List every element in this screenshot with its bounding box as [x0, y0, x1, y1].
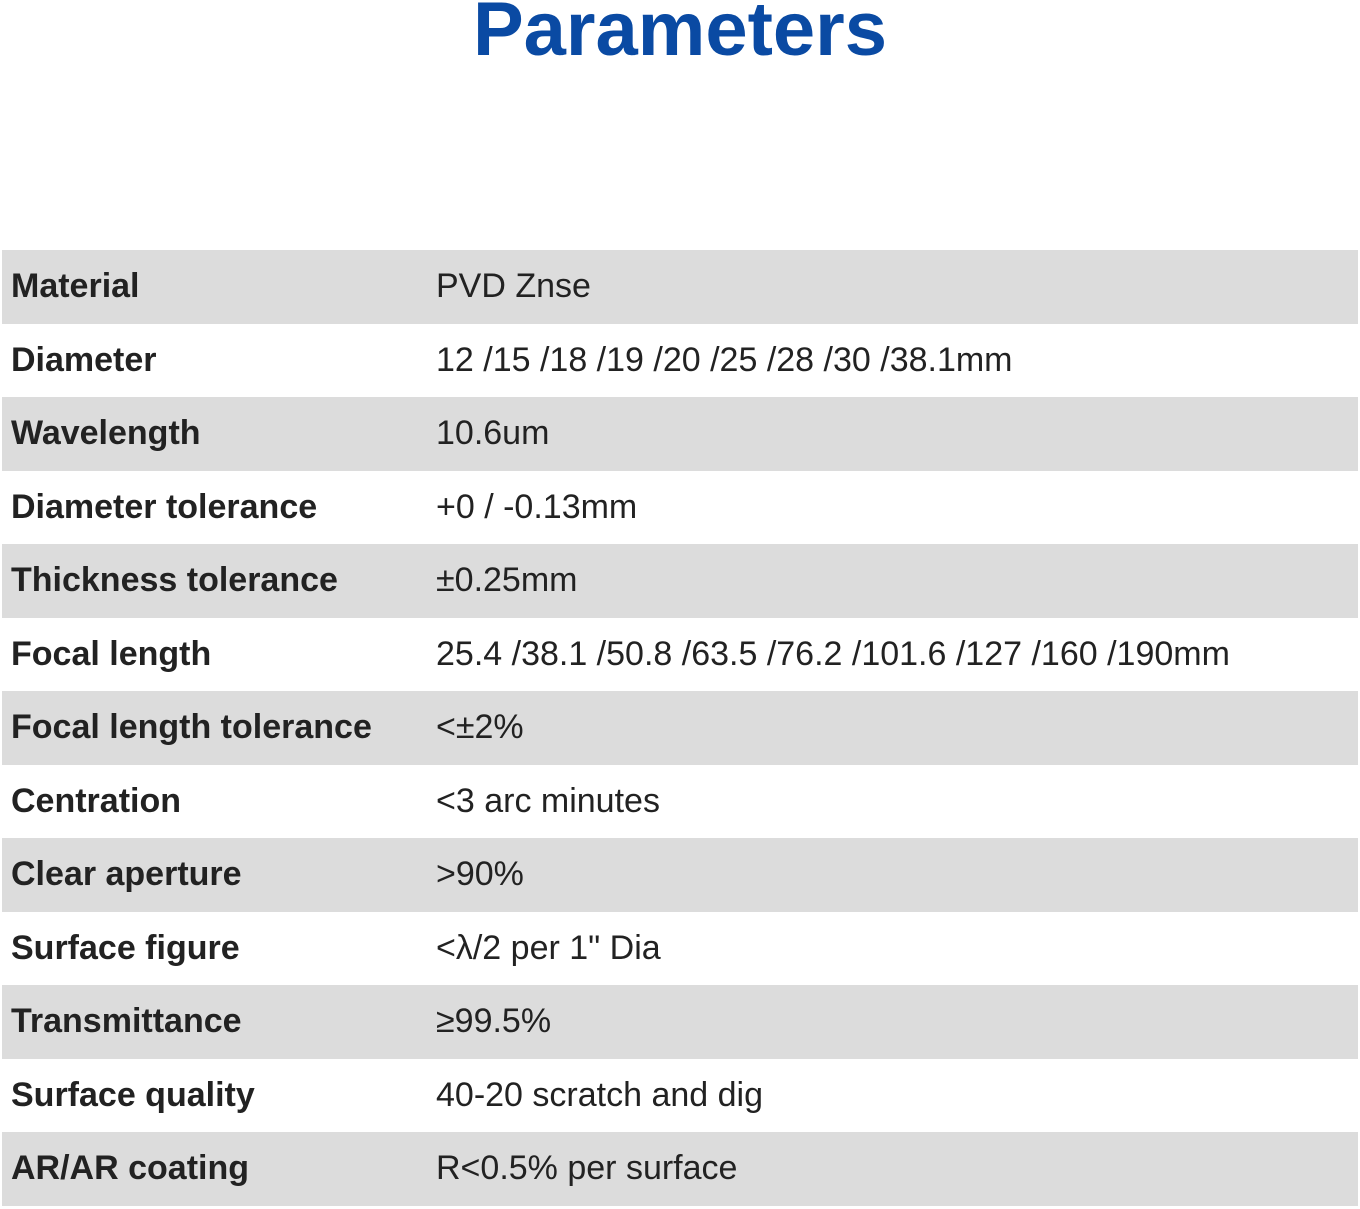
table-row: Thickness tolerance ±0.25mm — [2, 544, 1358, 618]
param-name: Diameter — [11, 340, 157, 379]
table-row: Focal length tolerance <±2% — [2, 691, 1358, 765]
param-name: Wavelength — [11, 414, 201, 453]
param-value: ≥99.5% — [436, 1002, 552, 1041]
param-value: ±0.25mm — [436, 561, 578, 600]
param-value: <λ/2 per 1" Dia — [436, 928, 661, 967]
param-value: 40-20 scratch and dig — [436, 1075, 763, 1114]
param-value: +0 / -0.13mm — [436, 487, 638, 526]
table-row: Diameter tolerance +0 / -0.13mm — [2, 471, 1358, 545]
param-value: >90% — [436, 855, 524, 894]
param-value: 12 /15 /18 /19 /20 /25 /28 /30 /38.1mm — [436, 340, 1013, 379]
table-row: Clear aperture >90% — [2, 838, 1358, 912]
param-value: <3 arc minutes — [436, 781, 660, 820]
table-row: Transmittance ≥99.5% — [2, 985, 1358, 1059]
param-name: Centration — [11, 781, 181, 820]
param-name: Focal length — [11, 634, 212, 673]
param-value: PVD Znse — [436, 267, 591, 306]
table-row: Centration <3 arc minutes — [2, 765, 1358, 839]
param-name: Clear aperture — [11, 855, 242, 894]
table-row: Diameter 12 /15 /18 /19 /20 /25 /28 /30 /… — [2, 324, 1358, 398]
table-row: Surface quality 40-20 scratch and dig — [2, 1059, 1358, 1133]
title: Parameters — [472, 0, 888, 72]
parameters-table: Material PVD Znse Diameter 12 /15 /18 /19 /… — [2, 250, 1358, 1206]
param-value: 25.4 /38.1 /50.8 /63.5 /76.2 /101.6 /127… — [436, 634, 1230, 673]
param-name: Surface quality — [11, 1075, 255, 1114]
param-name: Diameter tolerance — [11, 487, 318, 526]
table-row: AR/AR coating R<0.5% per surface — [2, 1132, 1358, 1206]
param-value: 10.6um — [436, 414, 550, 453]
table-row: Focal length 25.4 /38.1 /50.8 /63.5 /76.2… — [2, 618, 1358, 692]
param-name: AR/AR coating — [11, 1149, 249, 1188]
param-name: Transmittance — [11, 1002, 242, 1041]
param-value: <±2% — [436, 708, 524, 747]
param-name: Focal length tolerance — [11, 708, 372, 747]
table-row: Wavelength 10.6um — [2, 397, 1358, 471]
param-name: Material — [11, 267, 140, 306]
param-name: Thickness tolerance — [11, 561, 338, 600]
param-name: Surface figure — [11, 928, 240, 967]
table-row: Material PVD Znse — [2, 250, 1358, 324]
table-row: Surface figure <λ/2 per 1" Dia — [2, 912, 1358, 986]
param-value: R<0.5% per surface — [436, 1149, 738, 1188]
